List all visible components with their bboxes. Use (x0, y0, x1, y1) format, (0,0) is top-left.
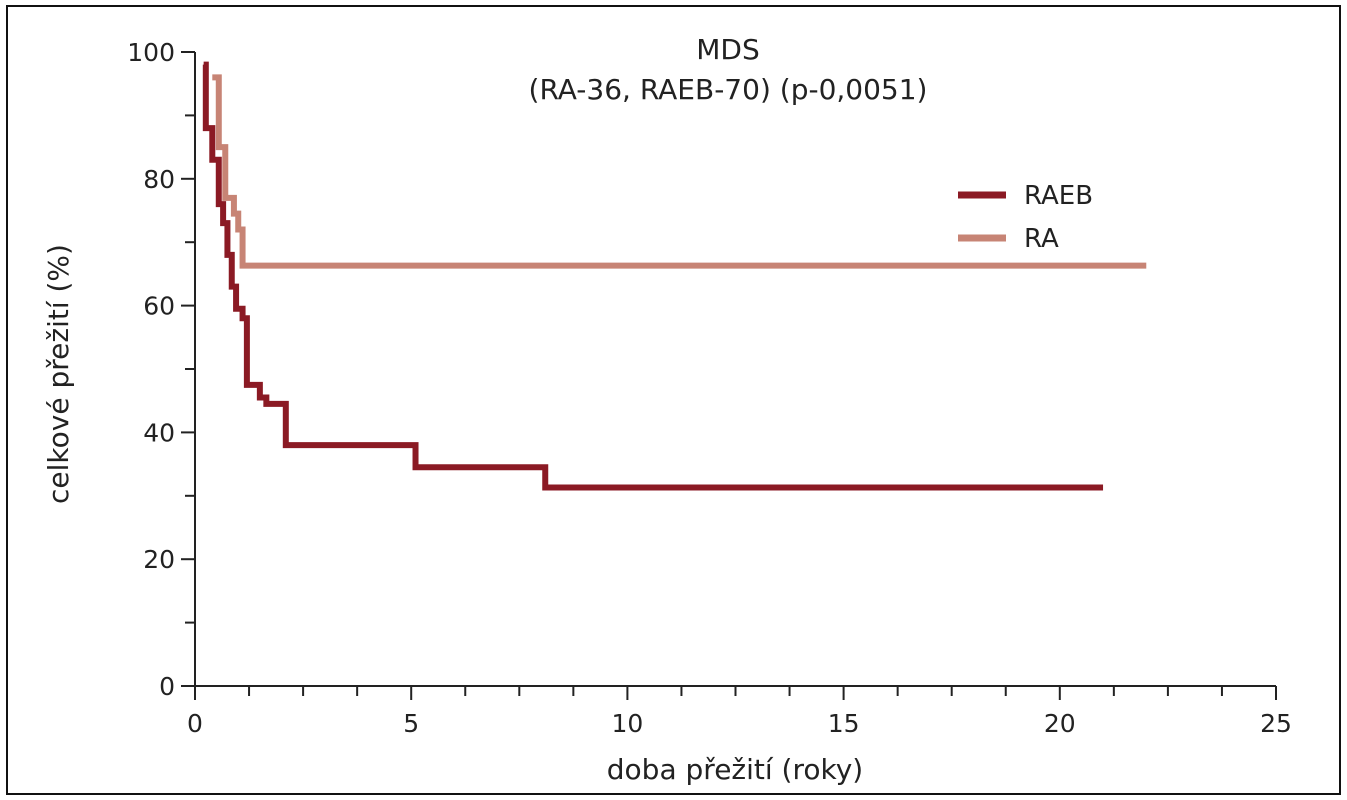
axes: 0 5 10 15 20 25 0 20 40 60 80 100 (127, 38, 1292, 738)
x-tick-label: 5 (403, 709, 419, 738)
x-axis-title: doba přežití (roky) (607, 753, 863, 786)
x-tick-label: 15 (828, 709, 860, 738)
legend: RAEB RA (958, 181, 1093, 254)
chart-title: MDS (696, 33, 760, 66)
x-tick-label: 25 (1260, 709, 1292, 738)
x-tick-label: 0 (187, 709, 203, 738)
series-line-raeb (202, 61, 1104, 491)
chart-subtitle: (RA-36, RAEB-70) (p-0,0051) (529, 73, 928, 106)
y-tick-label: 40 (143, 418, 175, 447)
x-tick-label: 20 (1044, 709, 1076, 738)
survival-chart: MDS (RA-36, RAEB-70) (p-0,0051) 0 5 10 15 20… (42, 33, 1292, 786)
x-tick-label: 10 (611, 709, 643, 738)
y-tick-label: 20 (143, 545, 175, 574)
y-tick-label: 80 (143, 165, 175, 194)
y-tick-label: 0 (159, 672, 175, 701)
y-axis-title: celkové přežití (%) (42, 244, 75, 504)
legend-label-raeb: RAEB (1024, 181, 1093, 211)
series-line-ra (212, 74, 1147, 269)
chart-figure: MDS (RA-36, RAEB-70) (p-0,0051) 0 5 10 15 20… (6, 5, 1341, 795)
legend-label-ra: RA (1024, 224, 1059, 254)
y-tick-label: 60 (143, 292, 175, 321)
series-layer (202, 61, 1147, 491)
y-tick-label: 100 (127, 38, 175, 67)
